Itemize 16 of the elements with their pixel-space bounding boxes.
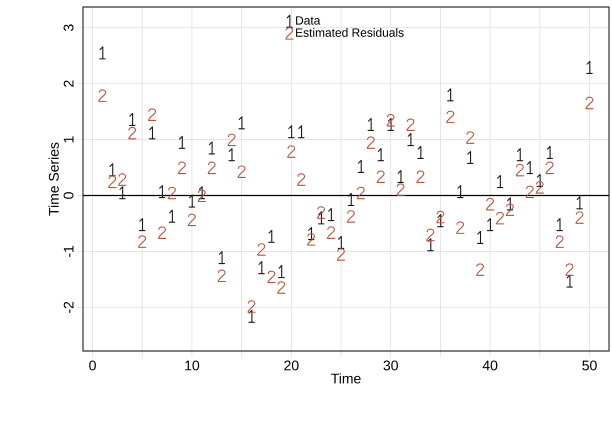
x-tick-label: 10 — [185, 360, 200, 370]
y-axis-title: Time Series — [48, 142, 59, 216]
y-tick-label: 1 — [64, 136, 74, 142]
y-tick-label: -2 — [64, 302, 74, 313]
legend-label: Data — [296, 16, 320, 25]
x-axis-title: Time — [331, 373, 361, 384]
y-tick-label: 0 — [64, 192, 74, 199]
x-tick-label: 50 — [582, 360, 597, 370]
x-tick-label: 0 — [89, 360, 96, 370]
x-tick-label: 30 — [384, 360, 398, 370]
y-tick-label: 2 — [64, 80, 74, 87]
legend-label: Estimated Residuals — [296, 28, 404, 37]
y-tick-label: 3 — [64, 24, 74, 32]
y-tick-label: -1 — [64, 246, 74, 258]
x-tick-label: 40 — [482, 360, 498, 370]
x-tick-label: 20 — [284, 360, 299, 370]
